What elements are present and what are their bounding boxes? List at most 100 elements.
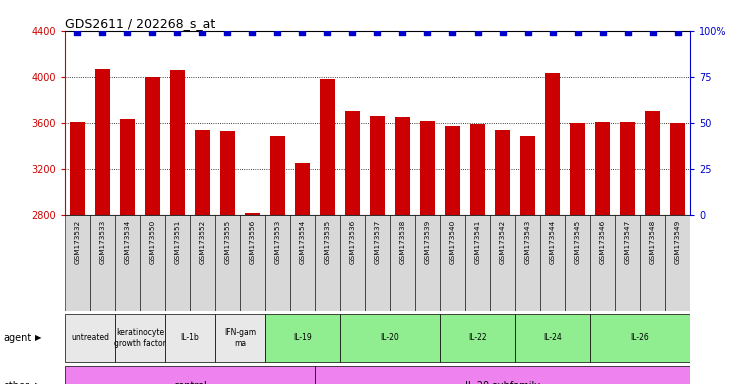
Bar bbox=[520, 136, 535, 384]
Point bbox=[497, 28, 508, 35]
Text: ▶: ▶ bbox=[35, 381, 42, 384]
Text: IL-20 subfamily: IL-20 subfamily bbox=[465, 381, 540, 384]
Text: GSM173552: GSM173552 bbox=[199, 220, 205, 264]
Bar bbox=[165, 314, 215, 362]
Bar bbox=[115, 314, 165, 362]
Point bbox=[621, 28, 633, 35]
Point bbox=[396, 28, 408, 35]
Point bbox=[472, 28, 483, 35]
Text: IFN-gam
ma: IFN-gam ma bbox=[224, 328, 256, 348]
Text: GSM173555: GSM173555 bbox=[224, 220, 230, 264]
Point bbox=[522, 28, 534, 35]
Bar bbox=[95, 69, 110, 384]
Bar bbox=[340, 215, 365, 311]
Bar bbox=[120, 119, 135, 384]
Text: GSM173540: GSM173540 bbox=[449, 220, 455, 264]
Bar bbox=[290, 215, 315, 311]
Point bbox=[347, 28, 359, 35]
Text: keratinocyte
growth factor: keratinocyte growth factor bbox=[114, 328, 166, 348]
Point bbox=[221, 28, 233, 35]
Bar bbox=[395, 117, 410, 384]
Point bbox=[147, 28, 159, 35]
Bar bbox=[370, 116, 385, 384]
Bar bbox=[640, 215, 665, 311]
Text: GSM173550: GSM173550 bbox=[150, 220, 156, 264]
Bar bbox=[115, 215, 140, 311]
Point bbox=[272, 28, 283, 35]
Text: GSM173536: GSM173536 bbox=[350, 220, 356, 264]
Text: other: other bbox=[4, 381, 30, 384]
Text: GSM173535: GSM173535 bbox=[325, 220, 331, 264]
Bar bbox=[240, 215, 265, 311]
Text: GSM173547: GSM173547 bbox=[624, 220, 630, 264]
Bar bbox=[495, 130, 510, 384]
Bar bbox=[590, 215, 615, 311]
Bar bbox=[190, 215, 215, 311]
Bar bbox=[320, 79, 335, 384]
Bar bbox=[445, 126, 460, 384]
Bar bbox=[570, 123, 585, 384]
Point bbox=[297, 28, 308, 35]
Text: GSM173539: GSM173539 bbox=[424, 220, 430, 264]
Bar bbox=[220, 131, 235, 384]
Text: GSM173533: GSM173533 bbox=[100, 220, 106, 264]
Text: GSM173544: GSM173544 bbox=[550, 220, 556, 264]
Bar bbox=[665, 215, 690, 311]
Bar bbox=[145, 77, 160, 384]
Point bbox=[646, 28, 658, 35]
Text: GSM173549: GSM173549 bbox=[675, 220, 680, 264]
Point bbox=[322, 28, 334, 35]
Point bbox=[421, 28, 433, 35]
Bar bbox=[620, 122, 635, 384]
Bar bbox=[295, 163, 310, 384]
Bar bbox=[315, 366, 690, 384]
Bar bbox=[215, 314, 265, 362]
Text: GSM173546: GSM173546 bbox=[599, 220, 605, 264]
Bar bbox=[195, 130, 210, 384]
Text: untreated: untreated bbox=[71, 333, 109, 343]
Bar bbox=[515, 314, 590, 362]
Text: GDS2611 / 202268_s_at: GDS2611 / 202268_s_at bbox=[65, 17, 215, 30]
Bar bbox=[515, 215, 540, 311]
Text: GSM173532: GSM173532 bbox=[75, 220, 80, 264]
Text: GSM173551: GSM173551 bbox=[174, 220, 181, 264]
Text: GSM173541: GSM173541 bbox=[475, 220, 480, 264]
Point bbox=[171, 28, 183, 35]
Point bbox=[372, 28, 384, 35]
Text: IL-24: IL-24 bbox=[543, 333, 562, 343]
Bar bbox=[70, 122, 85, 384]
Bar bbox=[670, 123, 685, 384]
Bar bbox=[90, 215, 115, 311]
Point bbox=[246, 28, 258, 35]
Text: agent: agent bbox=[4, 333, 32, 343]
Point bbox=[122, 28, 134, 35]
Bar bbox=[215, 215, 240, 311]
Text: IL-19: IL-19 bbox=[293, 333, 312, 343]
Bar bbox=[65, 314, 115, 362]
Text: IL-26: IL-26 bbox=[631, 333, 649, 343]
Bar bbox=[340, 314, 440, 362]
Bar bbox=[245, 213, 260, 384]
Bar bbox=[315, 215, 340, 311]
Point bbox=[446, 28, 458, 35]
Text: GSM173538: GSM173538 bbox=[399, 220, 405, 264]
Bar bbox=[540, 215, 565, 311]
Bar bbox=[440, 215, 465, 311]
Text: GSM173554: GSM173554 bbox=[300, 220, 306, 264]
Bar bbox=[440, 314, 515, 362]
Text: GSM173543: GSM173543 bbox=[525, 220, 531, 264]
Text: control: control bbox=[173, 381, 207, 384]
Bar bbox=[490, 215, 515, 311]
Text: IL-22: IL-22 bbox=[468, 333, 487, 343]
Text: GSM173553: GSM173553 bbox=[275, 220, 280, 264]
Text: GSM173556: GSM173556 bbox=[249, 220, 255, 264]
Bar bbox=[265, 314, 340, 362]
Text: IL-1b: IL-1b bbox=[181, 333, 199, 343]
Point bbox=[672, 28, 683, 35]
Text: GSM173548: GSM173548 bbox=[649, 220, 655, 264]
Bar bbox=[465, 215, 490, 311]
Text: GSM173542: GSM173542 bbox=[500, 220, 506, 264]
Point bbox=[596, 28, 608, 35]
Bar bbox=[165, 215, 190, 311]
Bar bbox=[65, 366, 315, 384]
